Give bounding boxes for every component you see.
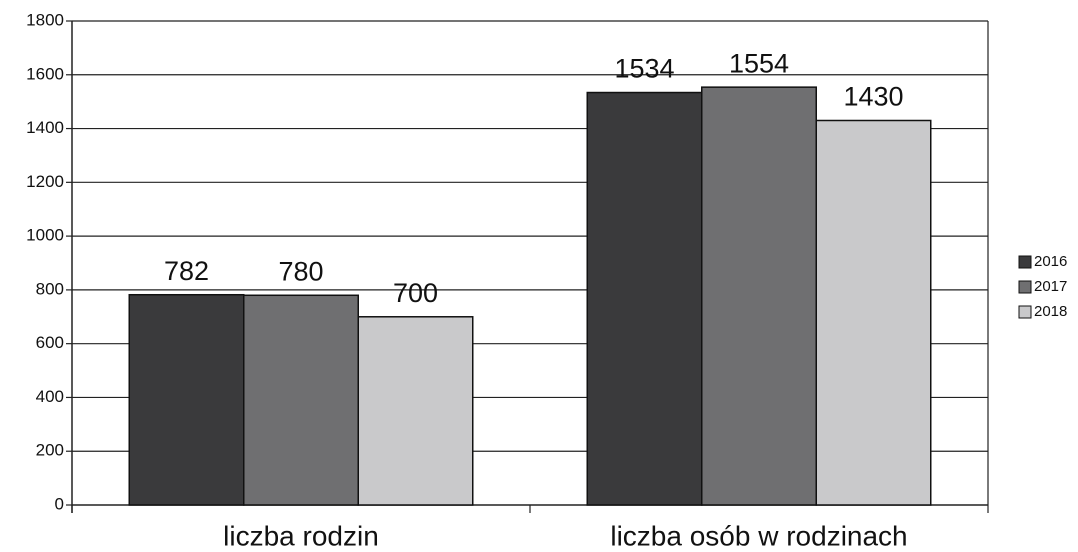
data-label: 782: [164, 256, 209, 286]
y-tick-label: 0: [55, 494, 64, 513]
data-label: 780: [278, 256, 323, 286]
bar: [586, 91, 703, 506]
x-tick-label: liczba osób w rodzinach: [610, 520, 907, 551]
y-tick-label: 800: [36, 279, 64, 298]
bar: [243, 294, 359, 506]
legend-label: 2017: [1034, 278, 1067, 295]
bar: [128, 293, 245, 506]
legend-swatch: [1018, 255, 1032, 269]
data-label: 1430: [843, 82, 903, 112]
y-tick-label: 200: [36, 441, 64, 460]
legend-swatch: [1018, 280, 1032, 294]
y-tick-label: 1600: [26, 64, 64, 83]
legend-swatch: [1018, 305, 1032, 319]
legend-label: 2018: [1034, 303, 1067, 320]
y-tick-label: 600: [36, 333, 64, 352]
data-label: 700: [393, 278, 438, 308]
y-tick-label: 1000: [26, 226, 64, 245]
y-tick-label: 1400: [26, 118, 64, 137]
legend-label: 2016: [1034, 253, 1067, 270]
bar: [357, 316, 474, 506]
bar: [701, 86, 817, 506]
bar: [815, 119, 932, 506]
y-tick-label: 1200: [26, 172, 64, 191]
data-label: 1554: [729, 48, 789, 78]
y-tick-label: 400: [36, 387, 64, 406]
data-label: 1534: [614, 54, 674, 84]
y-tick-label: 1800: [26, 10, 64, 29]
x-tick-label: liczba rodzin: [223, 520, 379, 551]
